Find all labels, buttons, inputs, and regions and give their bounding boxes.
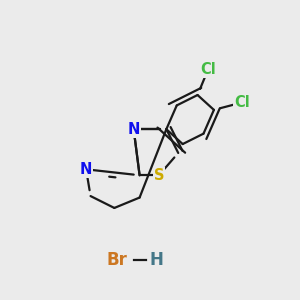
Text: N: N xyxy=(128,122,140,137)
Text: Br: Br xyxy=(107,251,128,269)
Text: Cl: Cl xyxy=(234,95,250,110)
Text: H: H xyxy=(149,251,163,269)
Text: Cl: Cl xyxy=(200,62,216,77)
Text: S: S xyxy=(154,168,164,183)
Text: N: N xyxy=(80,162,92,177)
